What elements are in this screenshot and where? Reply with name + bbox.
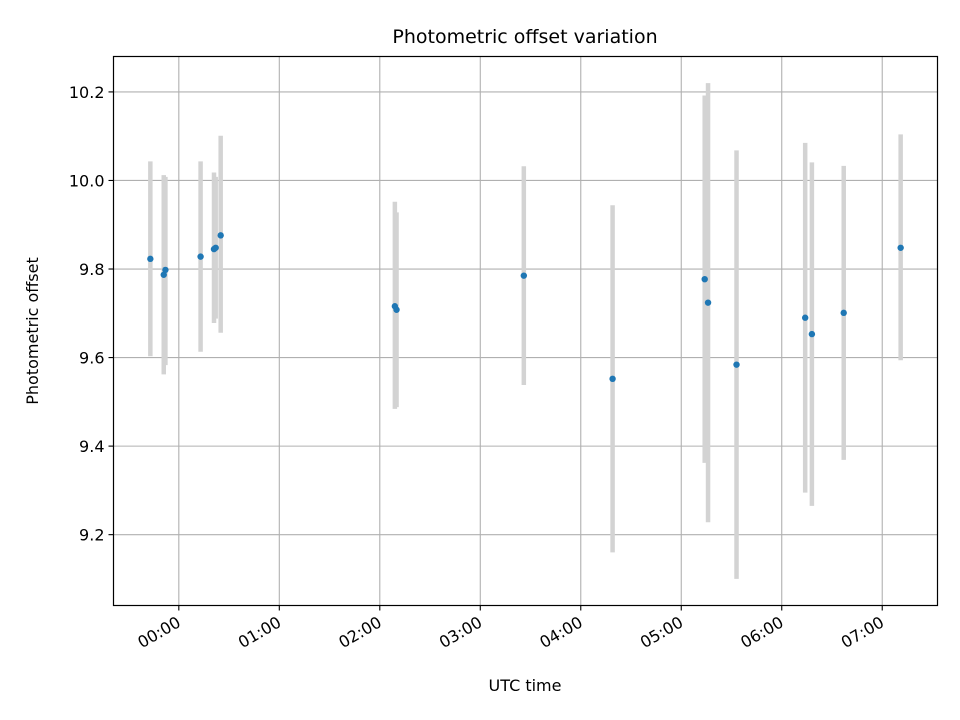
data-point	[609, 375, 616, 383]
data-point	[840, 309, 847, 317]
data-point	[520, 272, 528, 279]
x-axis-title: UTC time	[489, 676, 562, 695]
data-point	[704, 299, 712, 306]
data-point	[162, 266, 169, 274]
y-tick-label: 9.8	[79, 260, 104, 279]
data-point	[808, 330, 816, 338]
data-point	[160, 271, 167, 278]
data-point	[801, 314, 809, 321]
data-point	[197, 253, 204, 260]
y-axis-title: Photometric offset	[23, 257, 42, 405]
y-tick-label: 10.0	[69, 171, 105, 190]
y-tick-label: 9.6	[79, 349, 104, 368]
data-point	[733, 361, 740, 368]
y-tick-label: 10.2	[69, 83, 105, 102]
data-point	[393, 306, 400, 313]
plot-frame	[112, 55, 939, 607]
y-tick-label: 9.2	[79, 526, 104, 545]
data-point	[701, 275, 708, 283]
data-point	[212, 244, 219, 251]
data-points	[147, 232, 904, 383]
data-point	[147, 255, 154, 263]
data-point	[217, 232, 224, 239]
data-point	[897, 244, 904, 251]
y-tick-label: 9.4	[79, 437, 104, 456]
chart-title: Photometric offset variation	[392, 26, 657, 48]
